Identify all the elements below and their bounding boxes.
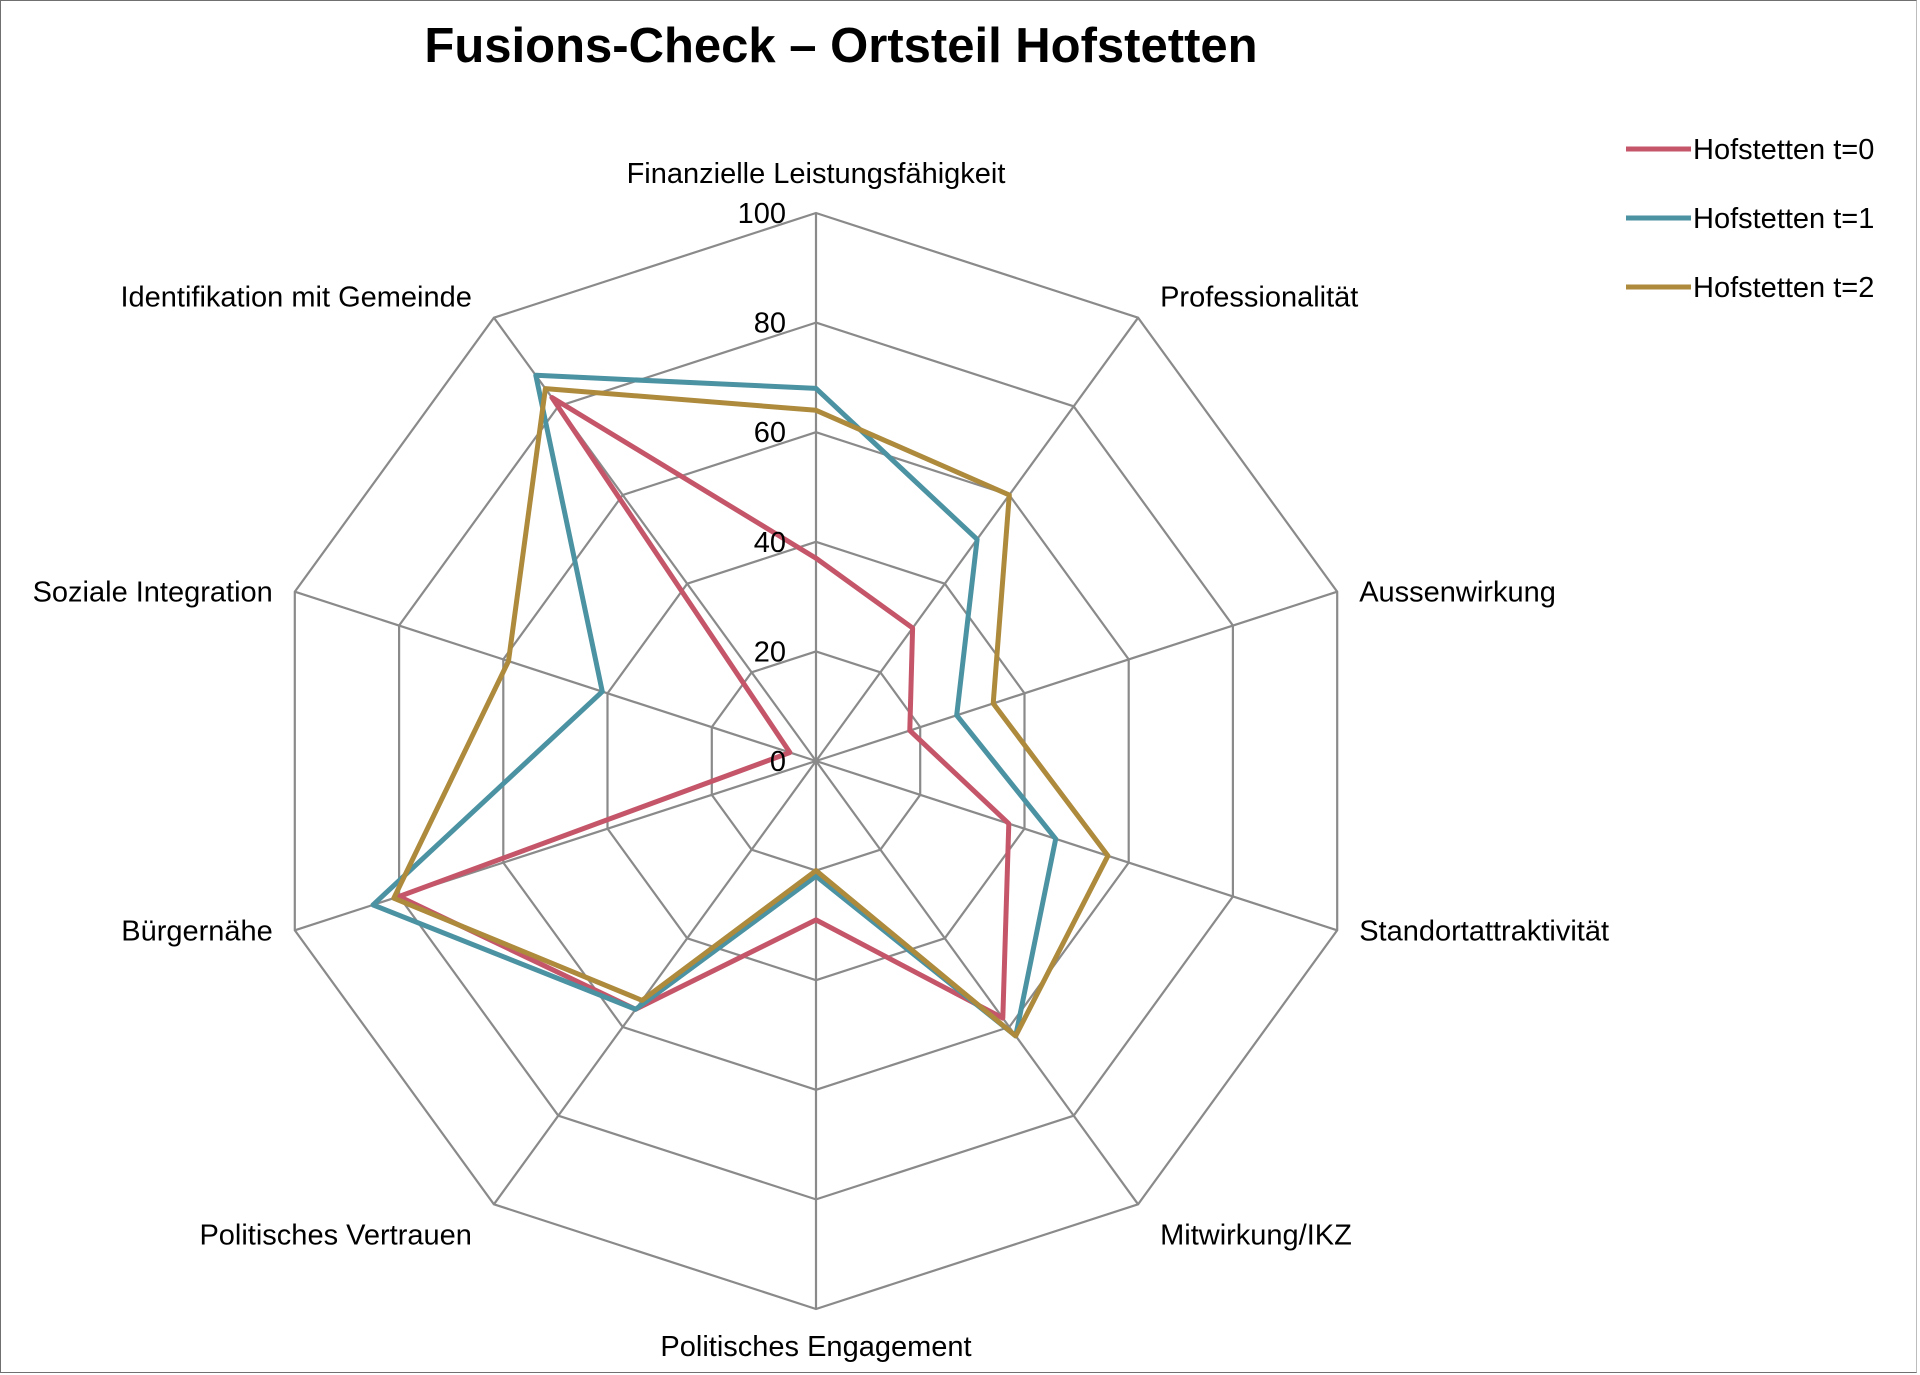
- category-label: Professionalität: [1160, 282, 1358, 314]
- grid-spoke: [493, 317, 817, 762]
- category-label: Identifikation mit Gemeinde: [120, 282, 471, 314]
- category-label: Soziale Integration: [33, 577, 273, 609]
- category-label: Bürgernähe: [121, 915, 273, 947]
- grid-spoke: [815, 759, 1338, 932]
- series-line-1: [370, 372, 1059, 1039]
- grid-spoke: [493, 760, 817, 1205]
- category-label: Mitwirkung/IKZ: [1160, 1219, 1352, 1251]
- category-label: Aussenwirkung: [1359, 577, 1556, 609]
- category-label: Politisches Engagement: [660, 1331, 971, 1363]
- legend-label: Hofstetten t=2: [1693, 272, 1874, 304]
- legend: Hofstetten t=0 Hofstetten t=1 Hofstetten t…: [1626, 134, 1874, 304]
- category-label: Standortattraktivität: [1359, 915, 1609, 947]
- chart-title: Fusions-Check – Ortsteil Hofstetten: [424, 19, 1257, 73]
- grid-spoke: [294, 590, 817, 763]
- series-line-0: [396, 395, 1012, 1021]
- category-labels: Finanzielle Leistungsfähigkeit Profession…: [33, 158, 1609, 1363]
- legend-label: Hofstetten t=0: [1693, 134, 1874, 166]
- series-lines: [370, 372, 1111, 1039]
- grid-spoke: [294, 759, 817, 932]
- series-line-2: [391, 386, 1111, 1039]
- tick-label: 20: [754, 636, 786, 668]
- radial-tick-labels: 0 20 40 60 80 100: [738, 198, 786, 778]
- category-label: Finanzielle Leistungsfähigkeit: [627, 158, 1006, 190]
- tick-label: 100: [738, 198, 786, 230]
- tick-label: 0: [770, 746, 786, 778]
- legend-label: Hofstetten t=1: [1693, 203, 1874, 235]
- grid-spoke: [815, 760, 1139, 1205]
- category-label: Politisches Vertrauen: [199, 1219, 471, 1251]
- grid: [293, 211, 1339, 1311]
- tick-label: 80: [754, 308, 786, 340]
- grid-spoke: [815, 590, 1338, 763]
- tick-label: 60: [754, 417, 786, 449]
- tick-label: 40: [754, 527, 786, 559]
